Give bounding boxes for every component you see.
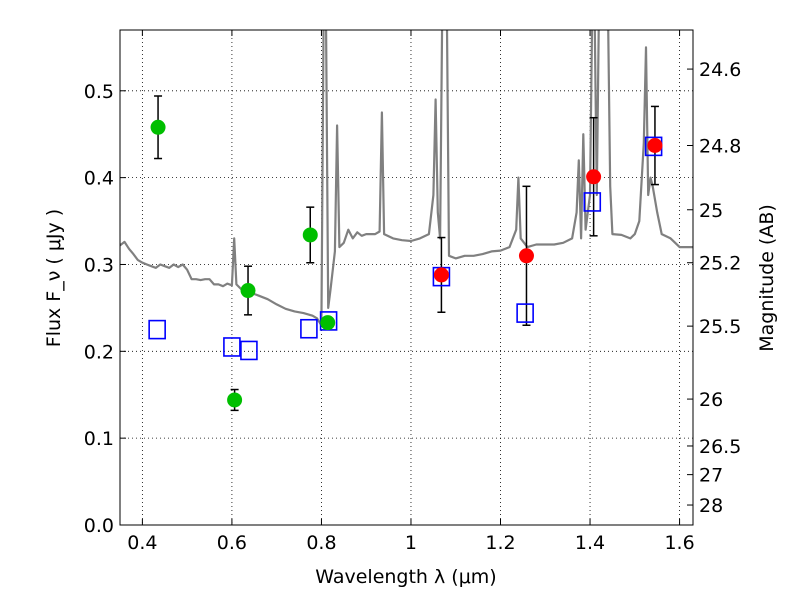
model-photometry-square xyxy=(300,318,318,339)
x-axis-label: Wavelength λ (μm) xyxy=(315,566,496,588)
x-tick-label: 1.2 xyxy=(485,532,515,554)
right-tick-label: 28 xyxy=(699,495,723,517)
model-sed-line xyxy=(120,30,693,327)
x-tick-label: 0.4 xyxy=(127,532,157,554)
observed-point xyxy=(150,119,166,135)
right-tick-label: 26.5 xyxy=(699,436,741,458)
observed-point xyxy=(518,248,534,264)
x-tick-label: 0.6 xyxy=(217,532,247,554)
observed-point xyxy=(227,392,243,408)
plot-frame xyxy=(119,29,694,526)
y-tick-label: 0.3 xyxy=(84,254,114,276)
y-axis-left-label: Flux F_ν ( μJy ) xyxy=(43,209,65,347)
right-tick-label: 26 xyxy=(699,389,723,411)
y-tick-label: 0.5 xyxy=(84,81,114,103)
svg-text:Flux F_ν ( μJy ): Flux F_ν ( μJy ) xyxy=(43,209,65,347)
plot-area xyxy=(120,30,693,412)
x-tick-label: 1.6 xyxy=(664,532,694,554)
model-photometry-square xyxy=(148,319,166,340)
svg-text:Magnitude (AB): Magnitude (AB) xyxy=(756,204,778,352)
observed-point xyxy=(586,169,602,185)
model-photometry-square xyxy=(516,303,534,323)
model-photometry-square xyxy=(240,340,258,361)
axis-ticks: 0.4 0.6 0.8 1 1.2 1.4 1.6 0.0 0.1 0.2 0.3 0.4 0.5 24.… xyxy=(84,30,741,554)
x-tick-label: 0.8 xyxy=(306,532,336,554)
x-tick-label: 1.4 xyxy=(575,532,605,554)
right-tick-label: 24.6 xyxy=(699,59,741,81)
y-axis-left-label-text: Flux F_ν ( μJy ) xyxy=(43,209,65,347)
observed-point xyxy=(302,227,318,243)
observed-point xyxy=(240,283,256,299)
y-tick-label: 0.2 xyxy=(84,341,114,363)
observed-point xyxy=(320,315,336,331)
grid-lines xyxy=(120,30,693,525)
y-tick-label: 0.4 xyxy=(84,168,114,190)
x-tick-label: 1 xyxy=(405,532,417,554)
x-axis-label-text: Wavelength λ (μm) xyxy=(315,566,496,588)
right-tick-label: 25.2 xyxy=(699,253,741,275)
right-tick-label: 24.8 xyxy=(699,136,741,158)
model-photometry-square xyxy=(583,192,602,212)
observed-point xyxy=(433,267,449,283)
y-tick-label: 0.0 xyxy=(84,515,114,537)
y-tick-label: 0.1 xyxy=(84,428,114,450)
y-axis-right-label: Magnitude (AB) xyxy=(756,204,778,352)
model-photometry-square xyxy=(223,337,241,357)
right-tick-label: 25 xyxy=(699,200,723,222)
right-tick-label: 25.5 xyxy=(699,316,741,338)
right-tick-label: 27 xyxy=(699,465,723,487)
y-axis-right-label-text: Magnitude (AB) xyxy=(756,204,778,352)
observed-point xyxy=(647,138,663,153)
